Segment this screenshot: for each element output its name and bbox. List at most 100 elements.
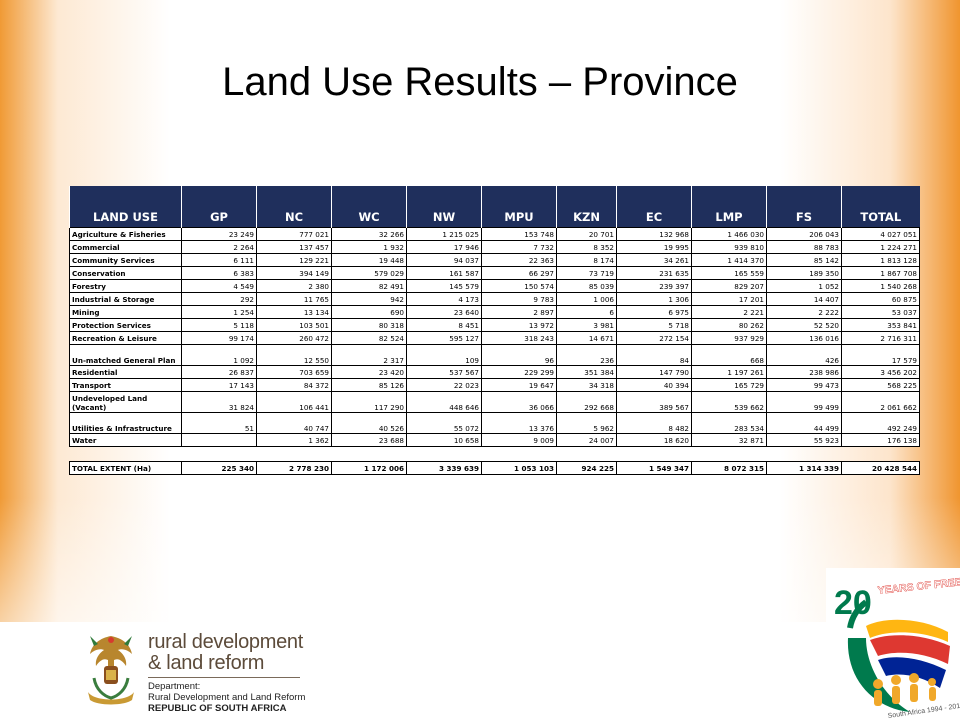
value-cell: 3 981 — [556, 318, 617, 332]
value-cell: 283 534 — [691, 412, 767, 434]
value-cell: 109 — [406, 344, 482, 366]
value-cell: 44 499 — [766, 412, 842, 434]
value-cell: 34 261 — [616, 253, 692, 267]
value-cell: 1 867 708 — [841, 266, 920, 280]
table-row: Undeveloped Land (Vacant) 31 824 106 441 11… — [69, 391, 920, 413]
value-cell: 6 975 — [616, 305, 692, 319]
value-cell: 568 225 — [841, 378, 920, 392]
value-cell: 40 394 — [616, 378, 692, 392]
value-cell: 5 962 — [556, 412, 617, 434]
value-cell: 23 640 — [406, 305, 482, 319]
spacer-cell — [257, 447, 332, 462]
table-row: Agriculture & Fisheries 23 249 777 021 32 2… — [69, 227, 920, 241]
spacer-cell — [692, 447, 767, 462]
value-cell: 292 — [181, 292, 257, 306]
table-row: Residential 26 837 703 659 23 420 537 567 229… — [69, 365, 920, 379]
value-cell: 32 871 — [691, 433, 767, 447]
value-cell: 136 016 — [766, 331, 842, 345]
value-cell: 8 352 — [556, 240, 617, 254]
value-cell: 939 810 — [691, 240, 767, 254]
badge-number: 20 — [834, 584, 872, 622]
value-cell: 1 932 — [331, 240, 407, 254]
table-spacer-row — [70, 447, 920, 462]
brand-divider — [148, 677, 300, 678]
value-cell: 52 520 — [766, 318, 842, 332]
column-header: MPU — [481, 186, 557, 228]
value-cell: 318 243 — [481, 331, 557, 345]
value-cell: 60 875 — [841, 292, 920, 306]
table-row: Forestry 4 549 2 380 82 491 145 579 150 574 85… — [69, 279, 920, 293]
slide-title: Land Use Results – Province — [222, 60, 738, 104]
value-cell: 99 499 — [766, 391, 842, 413]
value-cell: 137 457 — [256, 240, 332, 254]
row-label-cell: Transport — [69, 378, 182, 392]
value-cell: 17 579 — [841, 344, 920, 366]
value-cell: 94 037 — [406, 253, 482, 267]
row-label-cell: Water — [69, 433, 182, 447]
row-label-cell: Utilities & Infrastructure — [69, 412, 182, 434]
value-cell: 55 923 — [766, 433, 842, 447]
value-cell: 426 — [766, 344, 842, 366]
value-cell: 20 701 — [556, 227, 617, 241]
table-body: Agriculture & Fisheries 23 249 777 021 32 2… — [69, 227, 920, 475]
value-cell: 1 092 — [181, 344, 257, 366]
column-header: NW — [406, 186, 482, 228]
column-header: KZN — [556, 186, 617, 228]
value-cell: 40 526 — [331, 412, 407, 434]
total-value-cell: 2 778 230 — [256, 461, 332, 475]
value-cell: 17 946 — [406, 240, 482, 254]
table-row: Utilities & Infrastructure 51 40 747 40 526… — [69, 412, 920, 434]
value-cell: 66 297 — [481, 266, 557, 280]
spacer-cell — [482, 447, 557, 462]
value-cell: 1 540 268 — [841, 279, 920, 293]
spacer-cell — [407, 447, 482, 462]
value-cell: 292 668 — [556, 391, 617, 413]
value-cell: 6 — [556, 305, 617, 319]
value-cell: 85 126 — [331, 378, 407, 392]
value-cell: 80 262 — [691, 318, 767, 332]
value-cell: 132 968 — [616, 227, 692, 241]
value-cell: 40 747 — [256, 412, 332, 434]
value-cell: 85 039 — [556, 279, 617, 293]
value-cell: 53 037 — [841, 305, 920, 319]
row-label-cell: Commercial — [69, 240, 182, 254]
value-cell: 7 732 — [481, 240, 557, 254]
value-cell: 4 173 — [406, 292, 482, 306]
value-cell: 1 813 128 — [841, 253, 920, 267]
table-row: Un-matched General Plan 1 092 12 550 2 317 1… — [69, 344, 920, 366]
value-cell: 668 — [691, 344, 767, 366]
value-cell: 147 790 — [616, 365, 692, 379]
brand-line-2: & land reform — [148, 652, 265, 674]
value-cell: 537 567 — [406, 365, 482, 379]
value-cell: 2 264 — [181, 240, 257, 254]
value-cell: 80 318 — [331, 318, 407, 332]
value-cell: 1 362 — [256, 433, 332, 447]
footer-bar — [0, 622, 960, 720]
value-cell: 19 448 — [331, 253, 407, 267]
value-cell: 690 — [331, 305, 407, 319]
value-cell: 18 620 — [616, 433, 692, 447]
freedom-badge-icon: 20 YEARS OF FREEDOM South Africa 1994 - … — [834, 573, 960, 720]
value-cell: 389 567 — [616, 391, 692, 413]
value-cell: 2 380 — [256, 279, 332, 293]
value-cell: 82 524 — [331, 331, 407, 345]
value-cell: 942 — [331, 292, 407, 306]
value-cell: 6 383 — [181, 266, 257, 280]
value-cell: 2 222 — [766, 305, 842, 319]
value-cell: 492 249 — [841, 412, 920, 434]
brand-line-1: rural development — [148, 631, 303, 653]
row-label-cell: Forestry — [69, 279, 182, 293]
value-cell: 32 266 — [331, 227, 407, 241]
value-cell: 1 414 370 — [691, 253, 767, 267]
value-cell: 14 671 — [556, 331, 617, 345]
department-label: Department: — [148, 681, 201, 692]
value-cell: 2 716 311 — [841, 331, 920, 345]
value-cell: 150 574 — [481, 279, 557, 293]
value-cell: 17 143 — [181, 378, 257, 392]
value-cell: 777 021 — [256, 227, 332, 241]
value-cell: 206 043 — [766, 227, 842, 241]
column-header: TOTAL — [841, 186, 920, 228]
column-header: LMP — [691, 186, 767, 228]
value-cell: 8 174 — [556, 253, 617, 267]
total-value-cell: 1 053 103 — [481, 461, 557, 475]
